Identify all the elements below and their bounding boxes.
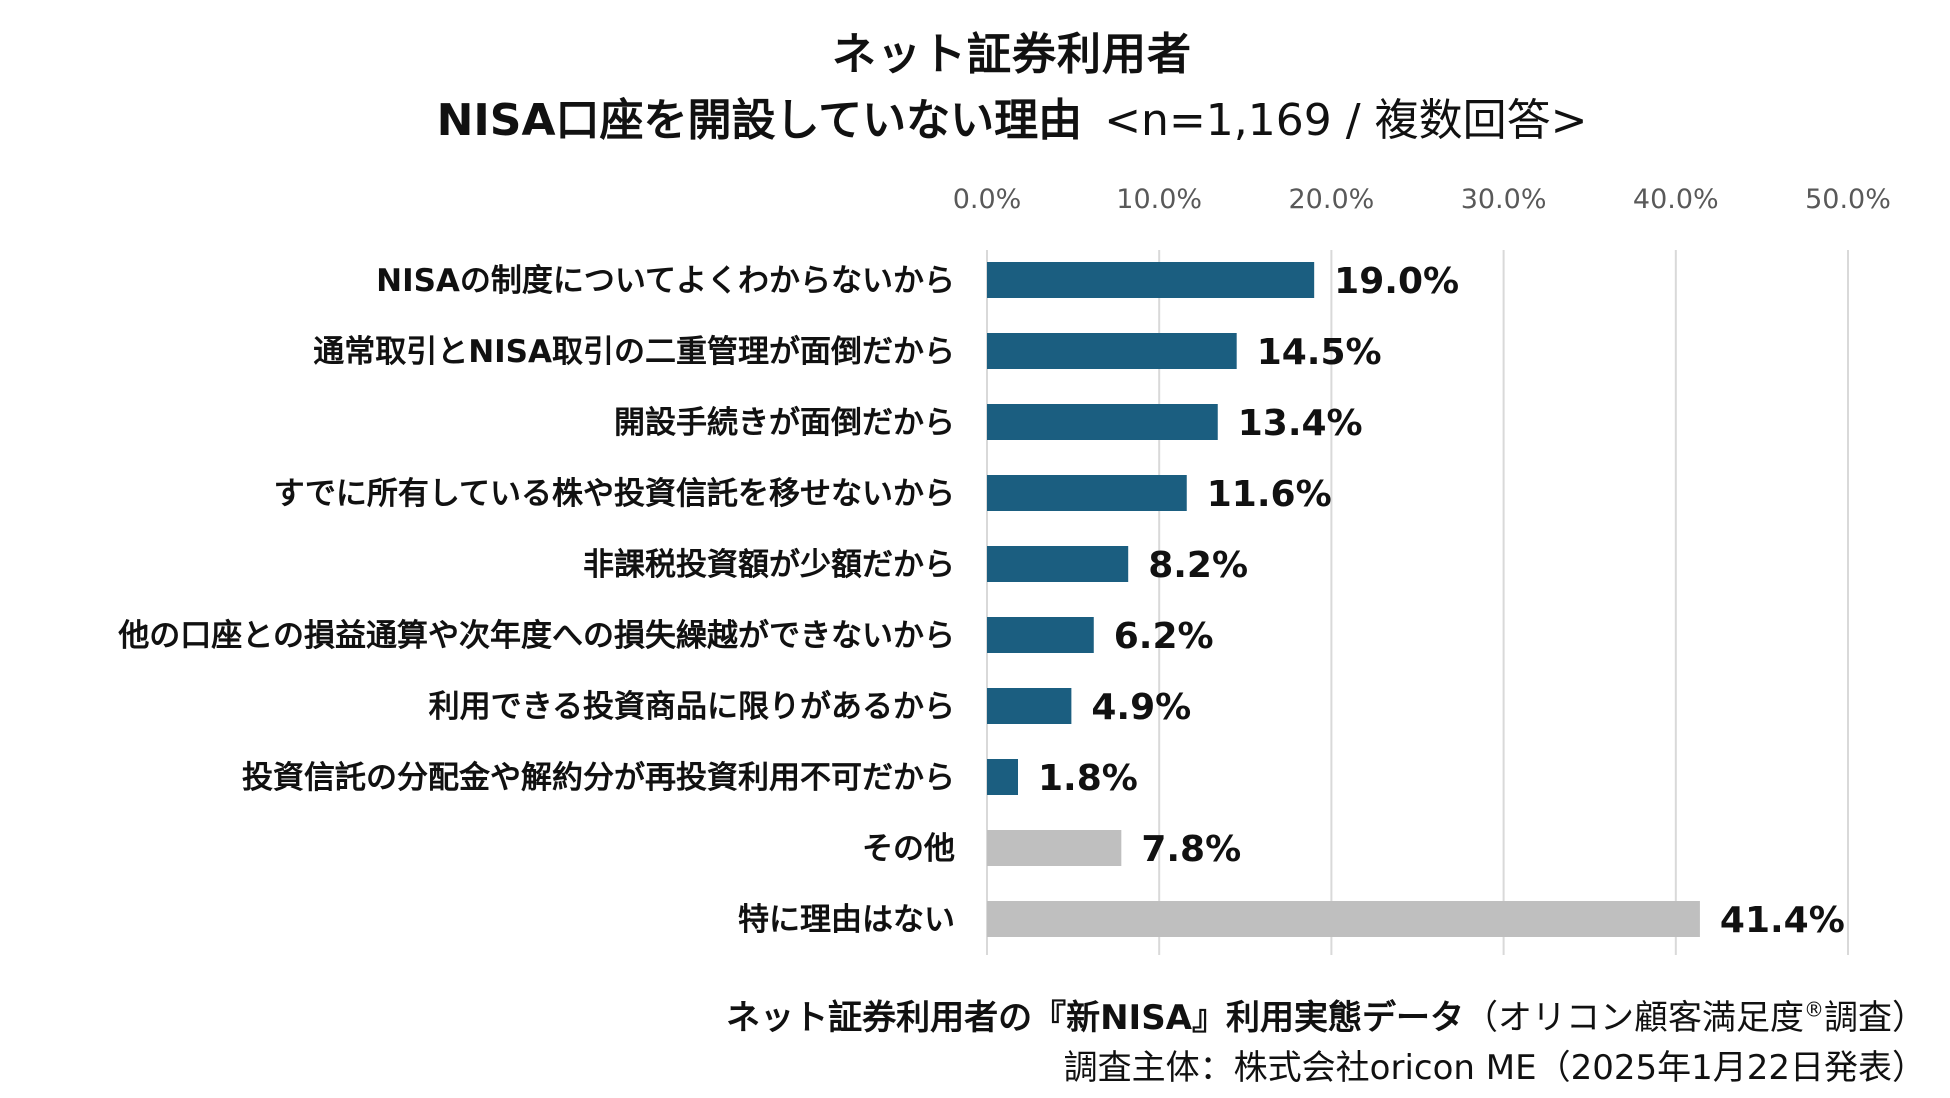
source-main: ネット証券利用者の『新NISA』利用実態データ	[726, 998, 1464, 1038]
category-label: 他の口座との損益通算や次年度への損失繰越ができないから	[117, 618, 955, 654]
source-paren-body: オリコン顧客満足度	[1498, 998, 1804, 1038]
chart-subtitle-row: NISA口座を開設していない理由 <n=1,169 / 複数回答>	[0, 84, 1950, 148]
x-tick-label: 40.0%	[1633, 184, 1719, 215]
credit-note: 調査主体：株式会社oricon ME（2025年1月22日発表）	[1063, 1048, 1926, 1088]
source-paren-tail: 調査）	[1824, 998, 1926, 1038]
value-label: 11.6%	[1207, 474, 1332, 515]
value-label: 7.8%	[1141, 829, 1241, 870]
registered-mark: ®	[1804, 997, 1824, 1022]
source-paren-open: （	[1464, 998, 1498, 1038]
value-labels: 19.0% 14.5% 13.4% 11.6% 8.2% 6.2% 4.9% 1.8%7.8%…	[1038, 261, 1845, 941]
source-note: ネット証券利用者の『新NISA』利用実態データ（オリコン顧客満足度®調査）	[726, 990, 1926, 1039]
category-labels: NISAの制度についてよくわからないから通常取引とNISA取引の二重管理が面倒だ…	[117, 263, 955, 938]
bars	[987, 262, 1700, 937]
category-label: 通常取引とNISA取引の二重管理が面倒だから	[313, 334, 955, 370]
bar	[987, 475, 1187, 511]
category-label: すでに所有している株や投資信託を移せないから	[274, 476, 955, 512]
x-tick-label: 20.0%	[1289, 184, 1375, 215]
value-label: 4.9%	[1091, 687, 1191, 728]
value-label: 6.2%	[1114, 616, 1214, 657]
bar	[987, 546, 1129, 582]
category-label: 利用できる投資商品に限りがあるから	[429, 689, 955, 725]
bar	[987, 617, 1094, 653]
value-label: 14.5%	[1257, 332, 1382, 373]
category-label: 開設手続きが面倒だから	[614, 405, 955, 441]
x-tick-label: 50.0%	[1805, 184, 1891, 215]
chart-subtitle: NISA口座を開設していない理由	[436, 95, 1083, 146]
sample-note: <n=1,169 / 複数回答>	[1104, 95, 1588, 146]
category-label: 投資信託の分配金や解約分が再投資利用不可だから	[242, 760, 955, 796]
category-label: その他	[862, 831, 955, 867]
category-label: 特に理由はない	[738, 902, 955, 938]
x-axis-ticks: 0.0% 10.0% 20.0% 30.0% 40.0% 50.0%	[953, 184, 1891, 215]
value-label: 13.4%	[1238, 403, 1363, 444]
bar	[987, 688, 1072, 724]
x-tick-label: 0.0%	[953, 184, 1022, 215]
value-label: 19.0%	[1334, 261, 1459, 302]
category-label: 非課税投資額が少額だから	[583, 547, 955, 583]
x-tick-label: 30.0%	[1461, 184, 1547, 215]
value-label: 41.4%	[1720, 900, 1845, 941]
bar-chart: 0.0% 10.0% 20.0% 30.0% 40.0% 50.0% NISAの制度につい…	[117, 184, 1891, 955]
bar	[987, 404, 1218, 440]
bar	[987, 759, 1018, 795]
chart-title: ネット証券利用者	[832, 29, 1192, 80]
x-tick-label: 10.0%	[1116, 184, 1202, 215]
bar	[987, 830, 1122, 866]
bar	[987, 901, 1700, 937]
bar	[987, 333, 1237, 369]
value-label: 8.2%	[1148, 545, 1248, 586]
category-label: NISAの制度についてよくわからないから	[376, 263, 955, 299]
bar	[987, 262, 1315, 298]
value-label: 1.8%	[1038, 758, 1138, 799]
